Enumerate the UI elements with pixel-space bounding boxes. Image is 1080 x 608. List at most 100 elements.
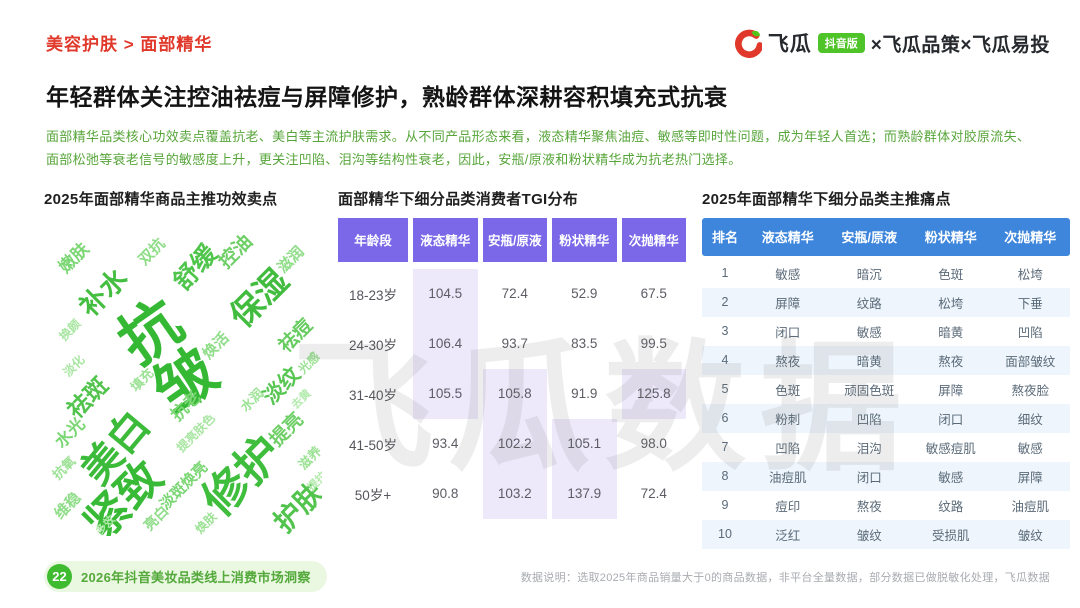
wordcloud-word: 抗皱 xyxy=(100,288,225,426)
tgi-panel: 面部精华下细分品类消费者TGI分布 年龄段 液态精华 安瓶/原液 粉状精华 次抛精华 1… xyxy=(338,188,686,549)
painpoint-cell: 松垮 xyxy=(1017,267,1043,282)
painpoint-cell: 粉刺 xyxy=(775,412,801,427)
breadcrumb: 美容护肤 > 面部精华 xyxy=(46,35,213,54)
painpoint-cell: 皱纹 xyxy=(856,528,882,543)
painpoint-table-row: 6 粉刺 凹陷 闭口 细纹 xyxy=(702,403,1070,433)
painpoint-cell: 痘印 xyxy=(775,499,801,514)
painpoint-header-cell: 次抛精华 xyxy=(1004,230,1057,245)
tgi-value-cell: 72.4 xyxy=(501,286,528,301)
tgi-age-cell: 18-23岁 xyxy=(348,287,398,303)
tgi-value-cell: 105.5 xyxy=(413,368,478,419)
painpoint-table-row: 1 敏感 暗沉 色斑 松垮 xyxy=(702,259,1070,288)
tgi-value-cell: 137.9 xyxy=(552,468,617,519)
painpoint-cell: 纹路 xyxy=(856,296,882,311)
painpoint-cell: 泛红 xyxy=(775,528,801,543)
tgi-value-cell: 125.8 xyxy=(621,368,686,419)
painpoint-cell: 顽固色斑 xyxy=(844,383,895,398)
tgi-header-cell: 年龄段 xyxy=(338,217,408,262)
tgi-header-cell: 次抛精华 xyxy=(621,217,686,262)
painpoint-cell: 凹陷 xyxy=(775,441,801,456)
painpoint-header-cell: 排名 xyxy=(711,230,738,245)
painpoint-cell: 色斑 xyxy=(775,383,801,398)
painpoint-table-header: 排名 液态精华 安瓶/原液 粉状精华 次抛精华 xyxy=(702,217,1070,256)
painpoint-cell: 2 xyxy=(721,295,729,309)
top-bar: 美容护肤 > 面部精华 飞瓜 抖音版 ×飞瓜品策×飞瓜易投 xyxy=(0,0,1080,58)
painpoint-cell: 暗黄 xyxy=(938,325,964,340)
painpoint-cell: 受损肌 xyxy=(931,528,970,543)
painpoint-cell: 闭口 xyxy=(775,325,801,340)
painpoint-table-title: 2025年面部精华下细分品类主推痛点 xyxy=(702,190,951,208)
wordcloud-panel: 2025年面部精华商品主推功效卖点 抗皱 保湿 舒缓 控油 补水 嫩肤 滋润 祛痘 淡纹 光感 焕活… xyxy=(44,188,322,549)
painpoint-cell: 敏感痘肌 xyxy=(925,441,976,456)
page-title: 年轻群体关注控油祛痘与屏障修护，熟龄群体深耕容积填充式抗衰 xyxy=(46,84,728,110)
tgi-header-cell: 安瓶/原液 xyxy=(482,217,547,262)
painpoint-panel: 2025年面部精华下细分品类主推痛点 排名 液态精华 安瓶/原液 粉状精华 次抛精华 1… xyxy=(702,188,1070,549)
painpoint-cell: 闭口 xyxy=(856,470,882,485)
data-source-note: 数据说明：选取2025年商品销量大于0的商品数据，非平台全量数据，部分数据已做脱… xyxy=(520,571,1050,584)
wordcloud-word: 祛斑 xyxy=(62,371,114,423)
wordcloud-word: 抗氧 xyxy=(49,452,79,483)
painpoint-cell: 松垮 xyxy=(938,296,964,311)
painpoint-cell: 面部皱纹 xyxy=(1005,354,1056,369)
wordcloud-word: 嫩肤 xyxy=(55,238,93,277)
tgi-value-cell: 90.8 xyxy=(432,486,459,501)
painpoint-table-row: 10 泛红 皱纹 受损肌 皱纹 xyxy=(702,519,1070,549)
wordcloud-word: 焕肤 xyxy=(192,509,220,536)
tgi-value-cell: 105.1 xyxy=(552,418,617,469)
wordcloud-word: 滋养 xyxy=(295,442,322,473)
painpoint-header-cell: 液态精华 xyxy=(761,230,814,245)
painpoint-cell: 4 xyxy=(721,353,729,367)
tgi-age-cell: 50岁+ xyxy=(354,487,392,503)
tgi-value-cell: 83.5 xyxy=(571,336,598,351)
tgi-age-cell: 41-50岁 xyxy=(348,437,398,453)
wordcloud-word: 滋润 xyxy=(274,242,308,277)
painpoint-table-row: 3 闭口 敏感 暗黄 凹陷 xyxy=(702,317,1070,346)
tgi-table-header: 年龄段 液态精华 安瓶/原液 粉状精华 次抛精华 xyxy=(338,217,686,262)
tgi-value-cell: 67.5 xyxy=(640,286,667,301)
tgi-value-cell: 52.9 xyxy=(571,286,598,301)
painpoint-cell: 下垂 xyxy=(1017,296,1043,311)
painpoint-cell: 屏障 xyxy=(775,296,801,311)
painpoint-cell: 色斑 xyxy=(938,267,964,282)
painpoint-cell: 5 xyxy=(721,382,729,396)
painpoint-cell: 敏感 xyxy=(938,470,964,485)
tgi-value-cell: 93.7 xyxy=(501,336,528,351)
brand-logos: 飞瓜 抖音版 ×飞瓜品策×飞瓜易投 xyxy=(732,28,1050,58)
painpoint-cell: 熬夜脸 xyxy=(1011,383,1049,398)
painpoint-header-cell: 安瓶/原液 xyxy=(841,230,898,245)
content-panels: 2025年面部精华商品主推功效卖点 抗皱 保湿 舒缓 控油 补水 嫩肤 滋润 祛痘 淡纹 光感 焕活… xyxy=(0,172,1080,549)
feigua-logo-icon xyxy=(732,28,762,58)
brand-name: 飞瓜 xyxy=(767,33,812,56)
painpoint-table-row: 5 色斑 顽固色斑 屏障 熬夜脸 xyxy=(702,375,1070,404)
painpoint-table-row: 8 油痘肌 闭口 敏感 屏障 xyxy=(702,461,1070,491)
painpoint-cell: 凹陷 xyxy=(856,412,882,427)
painpoint-cell: 细纹 xyxy=(1017,412,1043,427)
wordcloud-word: 舒缓 xyxy=(168,239,223,296)
wordcloud-word: 祛痘 xyxy=(275,314,317,357)
painpoint-cell: 9 xyxy=(721,498,729,512)
painpoint-cell: 3 xyxy=(721,324,729,338)
tgi-value-cell: 104.5 xyxy=(413,268,478,319)
painpoint-cell: 10 xyxy=(718,527,732,541)
painpoint-cell: 熬夜 xyxy=(856,499,882,514)
painpoint-header-cell: 粉状精华 xyxy=(924,230,977,245)
wordcloud-title: 2025年面部精华商品主推功效卖点 xyxy=(44,190,278,208)
painpoint-cell: 油痘肌 xyxy=(1011,499,1049,514)
tgi-header-cell: 粉状精华 xyxy=(552,217,617,262)
tgi-table-body: 18-23岁 104.5 72.4 52.9 67.5 24-30岁 106.4 93.7 83… xyxy=(338,268,686,519)
painpoint-cell: 6 xyxy=(721,411,729,425)
painpoint-cell: 油痘肌 xyxy=(768,470,807,485)
painpoint-cell: 1 xyxy=(721,266,729,280)
painpoint-cell: 暗沉 xyxy=(856,267,882,282)
painpoint-cell: 敏感 xyxy=(856,325,882,340)
painpoint-cell: 敏感 xyxy=(1017,441,1043,456)
painpoint-cell: 屏障 xyxy=(938,383,964,398)
painpoint-cell: 皱纹 xyxy=(1017,528,1043,543)
painpoint-table-row: 9 痘印 熬夜 纹路 油痘肌 xyxy=(702,491,1070,520)
wordcloud: 抗皱 保湿 舒缓 控油 补水 嫩肤 滋润 祛痘 淡纹 光感 焕活 双抗 换颜 祛斑 填充 抗老 水光 淡化 美白 紧致… xyxy=(44,218,322,536)
painpoint-cell: 泪沟 xyxy=(856,441,882,456)
tgi-value-cell: 105.8 xyxy=(482,368,547,419)
painpoint-table-row: 7 凹陷 泪沟 敏感痘肌 敏感 xyxy=(702,433,1070,462)
painpoint-cell: 敏感 xyxy=(775,267,801,282)
